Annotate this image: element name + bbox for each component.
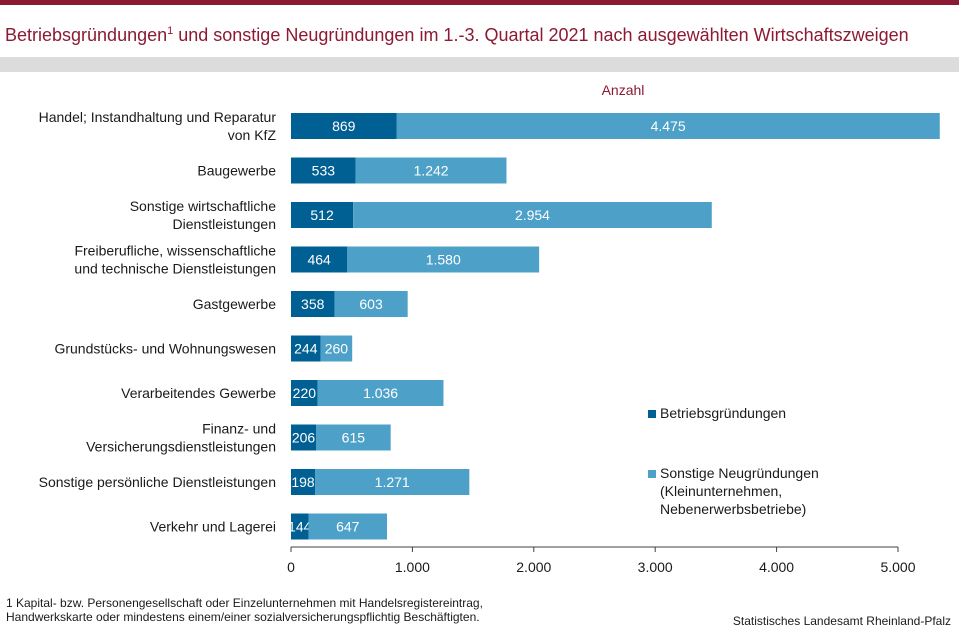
bar-value-label: 244 [294,341,318,357]
chart-title: Betriebsgründungen1 und sonstige Neugrün… [5,25,955,46]
bar-value-label: 512 [310,207,334,223]
bar-sonstige-neugruendungen [355,157,507,184]
bar-value-label: 1.271 [375,474,410,490]
legend-label-line: Sonstige Neugründungen [660,465,819,481]
title-band [0,57,959,72]
x-tick-label: 0 [287,559,295,575]
bar-sonstige-neugruendungen [316,424,391,451]
legend-label: Betriebsgründungen [660,405,786,421]
category-label: Sonstige wirtschaftliche Dienstleistungen [130,198,277,232]
category-label: Baugewerbe [197,163,276,179]
bar-value-label: 647 [336,519,360,535]
bar-value-label: 1.242 [414,163,449,179]
bar-chart: Anzahl Handel; Instandhaltung und Reparat… [39,82,940,575]
bar-sonstige-neugruendungen [308,513,388,540]
bar-sonstige-neugruendungen [320,335,353,362]
x-tick-label: 2.000 [516,559,551,575]
legend-label-line: Betriebsgründungen [660,405,786,421]
bar-value-label: 220 [293,385,317,401]
source-note: Statistisches Landesamt Rheinland-Pfalz [732,614,951,628]
legend-swatch-betriebsgruendungen [648,410,656,418]
bar-value-label: 2.954 [515,207,550,223]
category-label: Finanz- und Versicherungsdienstleistungen [86,421,276,455]
top-accent-rule [0,0,959,5]
unit-label: Anzahl [602,82,645,98]
category-label: Handel; Instandhaltung und Reparatur von … [39,109,277,143]
category-label: Gastgewerbe [193,296,276,312]
bar-betriebsgruendungen [291,246,348,273]
category-label-line: Baugewerbe [197,163,276,179]
category-label-line: Grundstücks- und Wohnungswesen [54,341,276,357]
title-main: Betriebsgründungen [5,25,168,45]
category-label-line: von KfZ [228,127,277,143]
footnote-line-2: Handwerkskarte oder mindestens einem/ein… [6,610,480,624]
legend-label-line: (Kleinunternehmen, [660,483,782,499]
bar-value-label: 198 [291,474,315,490]
category-label-line: Sonstige persönliche Dienstleistungen [39,474,276,490]
category-label: Verarbeitendes Gewerbe [121,385,276,401]
bar-value-label: 4.475 [651,118,686,134]
bar-value-label: 358 [301,296,325,312]
category-label: Grundstücks- und Wohnungswesen [54,341,276,357]
bar-betriebsgruendungen [291,113,397,139]
bar-value-label: 144 [288,519,312,535]
x-tick-label: 3.000 [638,559,673,575]
bar-betriebsgruendungen [291,202,354,228]
bar-sonstige-neugruendungen [315,469,470,495]
bar-betriebsgruendungen [291,424,317,451]
bar-betriebsgruendungen [291,380,318,406]
bar-value-label: 615 [342,430,366,446]
bar-value-label: 464 [307,252,331,268]
bar-sonstige-neugruendungen [317,380,444,406]
bar-value-label: 603 [359,296,383,312]
category-label-line: Dienstleistungen [172,216,276,232]
footnote: 1 Kapital- bzw. Personengesellschaft ode… [6,596,646,624]
x-tick-label: 5.000 [880,559,915,575]
legend-label-line: Nebenerwerbsbetriebe) [660,501,806,517]
bar-betriebsgruendungen [291,291,335,317]
bar-value-label: 1.580 [426,252,461,268]
legend-label: Sonstige Neugründungen (Kleinunternehmen,… [660,465,819,517]
bar-value-label: 1.036 [363,385,398,401]
category-label-line: Versicherungsdienstleistungen [86,439,276,455]
bar-betriebsgruendungen [291,469,316,495]
bar-sonstige-neugruendungen [353,202,712,228]
bar-betriebsgruendungen [291,513,309,540]
category-label-line: Verkehr und Lagerei [150,519,276,535]
bar-betriebsgruendungen [291,157,356,184]
category-label: Sonstige persönliche Dienstleistungen [39,474,276,490]
title-rest: und sonstige Neugründungen im 1.-3. Quar… [173,25,909,45]
category-label-line: Freiberufliche, wissenschaftliche [74,243,276,259]
category-label-line: Gastgewerbe [193,296,276,312]
category-label: Verkehr und Lagerei [150,519,276,535]
legend-swatch-sonstige [648,470,656,478]
category-label: Freiberufliche, wissenschaftliche und tec… [74,243,276,277]
bar-betriebsgruendungen [291,335,321,362]
bar-value-label: 533 [312,163,336,179]
category-label-line: Handel; Instandhaltung und Reparatur [39,109,277,125]
category-label-line: und technische Dienstleistungen [74,261,276,277]
title-footnote-marker: 1 [167,25,174,37]
bar-sonstige-neugruendungen [334,291,408,317]
x-tick-label: 1.000 [395,559,430,575]
category-label-line: Verarbeitendes Gewerbe [121,385,276,401]
bar-sonstige-neugruendungen [396,113,940,139]
bar-value-label: 869 [332,118,356,134]
category-label-line: Finanz- und [202,421,276,437]
footnote-line-1: 1 Kapital- bzw. Personengesellschaft ode… [6,596,483,610]
bar-value-label: 260 [325,341,349,357]
x-tick-label: 4.000 [759,559,794,575]
category-label-line: Sonstige wirtschaftliche [130,198,277,214]
bar-value-label: 206 [292,430,316,446]
bar-sonstige-neugruendungen [347,246,540,273]
